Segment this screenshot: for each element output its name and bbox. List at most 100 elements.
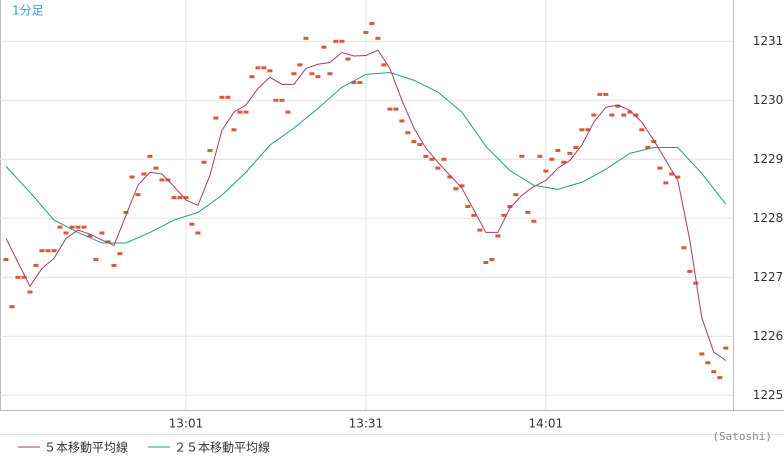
price-tick xyxy=(459,184,465,188)
price-tick xyxy=(9,305,15,309)
y-tick-label: 1231 xyxy=(753,34,784,48)
y-tick-label: 1230 xyxy=(753,93,784,107)
price-tick xyxy=(711,370,717,374)
price-tick xyxy=(171,196,177,200)
price-tick xyxy=(669,172,675,176)
price-tick xyxy=(45,249,51,253)
y-tick-label: 1225 xyxy=(753,388,784,402)
price-tick xyxy=(585,128,591,132)
price-tick xyxy=(309,72,315,76)
price-tick xyxy=(633,113,639,117)
price-tick xyxy=(261,66,267,70)
price-tick xyxy=(255,66,261,70)
price-tick xyxy=(609,113,615,117)
price-tick xyxy=(387,107,393,111)
price-tick xyxy=(627,110,633,114)
price-tick xyxy=(159,178,165,182)
price-tick xyxy=(219,95,225,99)
price-tick xyxy=(615,104,621,108)
price-tick xyxy=(675,175,681,179)
legend-label: ５本移動平均線 xyxy=(44,440,128,455)
price-tick xyxy=(393,107,399,111)
price-tick xyxy=(57,225,63,229)
price-tick xyxy=(63,231,69,235)
price-tick xyxy=(567,151,573,155)
price-tick xyxy=(99,231,105,235)
price-tick xyxy=(231,128,237,132)
price-tick xyxy=(363,30,369,34)
price-tick xyxy=(189,222,195,226)
price-tick xyxy=(717,376,723,380)
price-tick xyxy=(315,75,321,79)
price-tick xyxy=(357,81,363,85)
price-tick xyxy=(405,131,411,135)
price-tick xyxy=(477,228,483,232)
price-tick xyxy=(267,69,273,73)
price-tick xyxy=(3,258,9,262)
price-tick xyxy=(141,172,147,176)
price-tick xyxy=(225,95,231,99)
price-tick xyxy=(273,98,279,102)
y-tick-label: 1226 xyxy=(753,329,784,343)
price-tick xyxy=(81,225,87,229)
price-tick xyxy=(561,160,567,164)
price-tick xyxy=(501,213,507,217)
price-tick xyxy=(663,181,669,185)
price-tick xyxy=(513,193,519,197)
price-tick xyxy=(639,128,645,132)
price-tick xyxy=(285,110,291,114)
price-tick xyxy=(123,210,129,214)
price-tick xyxy=(39,249,45,253)
y-tick-label: 1227 xyxy=(753,270,784,284)
price-tick xyxy=(693,281,699,285)
price-tick xyxy=(579,128,585,132)
price-tick xyxy=(153,166,159,170)
price-tick xyxy=(435,166,441,170)
legend-label: ２５本移動平均線 xyxy=(174,440,270,455)
price-tick xyxy=(525,210,531,214)
price-tick xyxy=(345,57,351,61)
price-tick xyxy=(21,275,27,279)
price-tick xyxy=(489,258,495,262)
price-tick xyxy=(723,346,729,350)
price-tick xyxy=(291,72,297,76)
price-tick xyxy=(249,75,255,79)
credit: (Satoshi) xyxy=(712,430,772,443)
price-tick xyxy=(15,275,21,279)
price-tick xyxy=(129,175,135,179)
price-tick xyxy=(303,36,309,40)
moving-average-line xyxy=(5,72,727,244)
price-tick xyxy=(591,113,597,117)
price-tick xyxy=(471,213,477,217)
x-tick-label: 14:01 xyxy=(529,417,564,431)
price-tick xyxy=(351,81,357,85)
price-tick xyxy=(369,22,375,26)
price-tick xyxy=(327,72,333,76)
price-tick xyxy=(519,154,525,158)
price-tick xyxy=(69,225,75,229)
price-tick xyxy=(339,39,345,43)
price-tick xyxy=(195,231,201,235)
price-tick xyxy=(621,113,627,117)
price-tick xyxy=(87,234,93,238)
price-tick xyxy=(507,204,513,208)
price-tick xyxy=(93,258,99,262)
price-tick xyxy=(381,63,387,67)
price-tick xyxy=(135,193,141,197)
x-tick-label: 13:31 xyxy=(349,417,384,431)
price-tick xyxy=(597,92,603,96)
price-tick xyxy=(531,219,537,223)
price-tick xyxy=(51,249,57,253)
price-tick xyxy=(441,157,447,161)
price-tick xyxy=(603,92,609,96)
chart-title: 1分足 xyxy=(12,4,44,18)
price-tick xyxy=(177,196,183,200)
price-tick xyxy=(465,204,471,208)
price-tick xyxy=(183,196,189,200)
price-tick xyxy=(375,36,381,40)
price-tick xyxy=(321,45,327,49)
price-tick xyxy=(705,361,711,365)
price-tick xyxy=(573,145,579,149)
